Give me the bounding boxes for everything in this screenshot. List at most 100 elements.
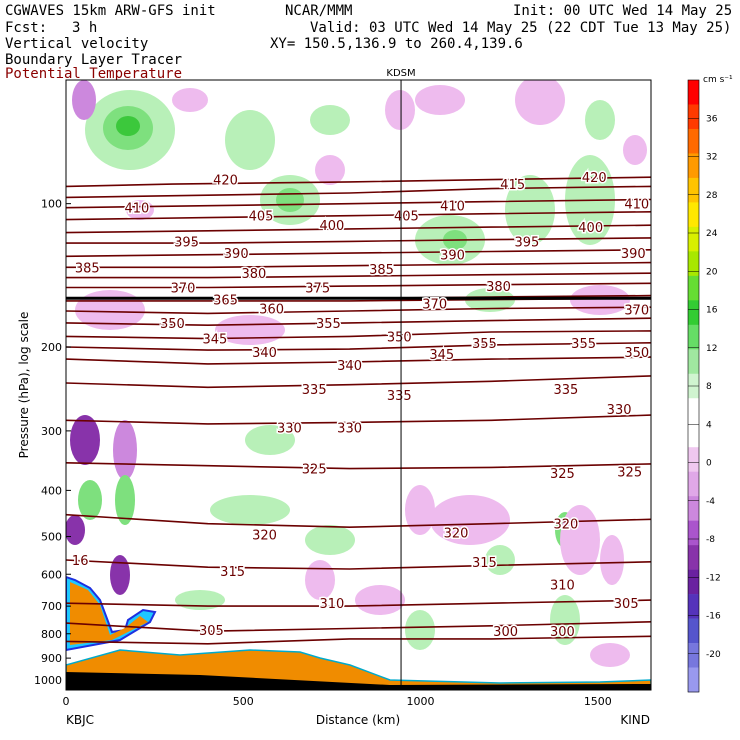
- vv-blob: [590, 643, 630, 667]
- colorbar-swatch: [688, 349, 699, 375]
- contour-label: 350: [624, 346, 649, 361]
- colorbar-label: 20: [706, 267, 718, 277]
- colorbar-swatch: [688, 300, 699, 326]
- contour-label: 320: [252, 529, 277, 544]
- vv-blob: [355, 585, 405, 615]
- colorbar-swatch: [688, 643, 699, 668]
- contour-label: 400: [578, 221, 603, 236]
- theta-contour-390: [66, 249, 651, 258]
- station-marker-label: KDSM: [386, 68, 415, 79]
- colorbar-swatch: [688, 80, 699, 105]
- vv-blob: [78, 480, 102, 520]
- field-potential-temperature: Potential Temperature: [5, 66, 183, 82]
- theta-contour-315: [66, 559, 651, 570]
- contour-label: 405: [394, 210, 419, 225]
- contour-label: 320: [444, 526, 469, 541]
- colorbar-label: 12: [706, 344, 717, 354]
- theta-contour-410: [66, 198, 651, 209]
- theta-contour-385: [66, 261, 651, 269]
- x-axis-label: Distance (km): [316, 713, 400, 727]
- colorbar-swatch: [688, 324, 699, 350]
- contour-label: 375: [305, 282, 330, 297]
- contour-label: 355: [571, 337, 596, 352]
- colorbar-label: -8: [706, 535, 715, 545]
- vv-blob: [115, 475, 135, 525]
- contour-label: 330: [607, 403, 632, 418]
- vv-blob: [485, 545, 515, 575]
- y-tick-label: 100: [41, 198, 62, 211]
- y-tick-label: 600: [41, 568, 62, 581]
- theta-contour-395: [66, 237, 651, 244]
- theta-contour-330: [66, 414, 651, 425]
- colorbar-label: -20: [706, 650, 721, 660]
- terrain-and-tracer: [66, 575, 651, 690]
- contour-label: 340: [337, 359, 362, 374]
- contour-label: 395: [514, 235, 539, 250]
- potential-temperature-contours: [66, 176, 651, 645]
- vv-blob: [585, 100, 615, 140]
- terrain-surface: [66, 672, 651, 690]
- contour-label: 390: [621, 247, 646, 262]
- theta-contour-300: [66, 635, 651, 645]
- colorbar: 36 32 28 24 20 16 12 8 4 0 -4 -8 -12 -16 -20: [687, 79, 721, 693]
- contour-label: 310: [319, 597, 344, 612]
- vv-blob: [623, 135, 647, 165]
- contour-label: 300: [493, 625, 518, 640]
- vv-blob: [70, 415, 100, 465]
- right-station-label: KIND: [620, 713, 650, 727]
- colorbar-swatch: [688, 251, 699, 277]
- x-tick-label: 0: [63, 695, 70, 708]
- contour-label: 365: [213, 294, 238, 309]
- colorbar-swatch: [688, 545, 699, 570]
- vv-blob: [110, 555, 130, 595]
- vv-blob: [405, 485, 435, 535]
- contour-label: 395: [174, 235, 199, 250]
- vv-blob: [172, 88, 208, 112]
- theta-contour-415: [66, 185, 651, 199]
- vv-blob: [415, 85, 465, 115]
- contour-label: 310: [550, 578, 575, 593]
- contour-label: 415: [500, 178, 525, 193]
- vv-blob: [75, 290, 145, 330]
- colorbar-swatch: [688, 422, 699, 448]
- contour-label: 360: [259, 303, 284, 318]
- vv-blob: [225, 110, 275, 170]
- contour-label: 400: [319, 219, 344, 234]
- contour-label: 410: [440, 200, 465, 215]
- colorbar-swatch: [688, 569, 699, 595]
- contour-label: 305: [614, 597, 639, 612]
- contour-label: 325: [550, 467, 575, 482]
- colorbar-label: -4: [706, 497, 715, 507]
- contour-label: 350: [160, 317, 185, 332]
- contour-label: 420: [213, 174, 238, 189]
- colorbar-label: 4: [706, 420, 712, 430]
- contour-label: 345: [202, 333, 227, 348]
- contour-label: 390: [224, 247, 249, 262]
- theta-contour-420: [66, 176, 651, 188]
- y-tick-label: 700: [41, 600, 62, 613]
- vv-blob: [560, 505, 600, 575]
- colorbar-label: 24: [706, 229, 718, 239]
- colorbar-swatch: [688, 177, 699, 203]
- y-tick-label: 900: [41, 652, 62, 665]
- plot-frame: [65, 79, 652, 691]
- forecast-label: Fcst:: [5, 20, 48, 36]
- contour-label: 370: [171, 282, 196, 297]
- contour-label: 380: [241, 267, 266, 282]
- colorbar-swatch: [688, 398, 699, 424]
- contour-label: 385: [75, 261, 100, 276]
- colorbar-swatch: [688, 520, 699, 546]
- colorbar-swatch: [688, 128, 699, 154]
- colorbar-label: 0: [706, 459, 712, 469]
- y-tick-label: 300: [41, 425, 62, 438]
- colorbar-label: 16: [706, 306, 718, 316]
- contour-label: 355: [472, 337, 497, 352]
- model-title: CGWAVES 15km ARW-GFS init: [5, 3, 216, 19]
- contour-label: 380: [486, 280, 511, 295]
- colorbar-swatch: [688, 618, 699, 644]
- vv-blob: [245, 425, 295, 455]
- init-time: Init: 00 UTC Wed 14 May 25: [513, 3, 733, 19]
- contour-labels: 420 415 420 410 405 400 405 410 400 410 395 390 395 3…: [70, 170, 650, 642]
- contour-label: 320: [553, 518, 578, 533]
- colorbar-label: 36: [706, 114, 718, 124]
